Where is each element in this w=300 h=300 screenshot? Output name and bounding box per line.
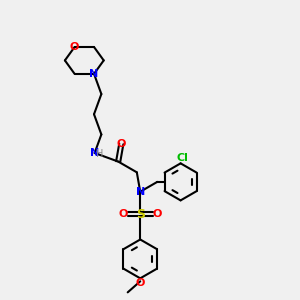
Text: N: N — [90, 148, 99, 158]
Text: H: H — [96, 149, 104, 160]
Text: O: O — [117, 139, 126, 149]
Text: O: O — [70, 42, 79, 52]
Text: S: S — [136, 208, 145, 220]
Text: N: N — [89, 69, 99, 79]
Text: O: O — [136, 278, 145, 288]
Text: O: O — [118, 209, 128, 219]
Text: N: N — [136, 187, 145, 197]
Text: O: O — [153, 209, 162, 219]
Text: Cl: Cl — [176, 153, 188, 163]
